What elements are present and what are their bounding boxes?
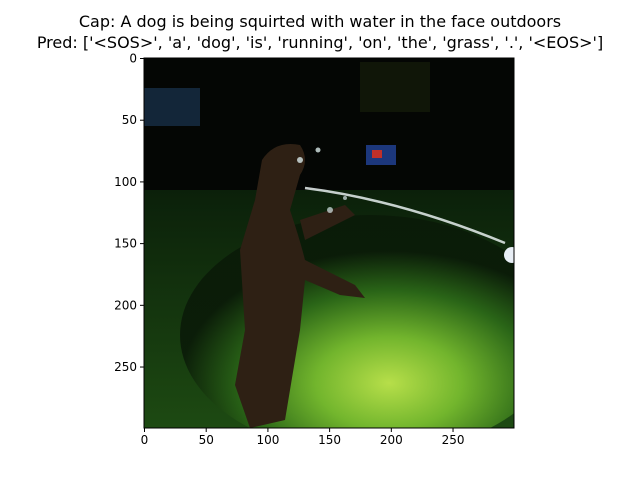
x-tick-label: 100	[256, 433, 279, 447]
x-tick-label: 200	[380, 433, 403, 447]
y-tick-label: 100	[114, 175, 137, 189]
x-tick-label: 0	[141, 433, 149, 447]
y-tick-label: 250	[114, 360, 137, 374]
y-tick-label: 200	[114, 298, 137, 312]
y-tick-label: 50	[122, 113, 137, 127]
x-tick-label: 250	[442, 433, 465, 447]
x-tick-label: 50	[199, 433, 214, 447]
y-axis: 0 50 100 150 200 250	[114, 52, 144, 374]
axes-frame	[143, 57, 515, 429]
photo	[144, 58, 514, 428]
x-axis: 0 50 100 150 200 250	[141, 428, 465, 447]
prediction-title: Pred: ['<SOS>', 'a', 'dog', 'is', 'runni…	[36, 33, 604, 52]
y-tick-label: 0	[129, 52, 137, 66]
y-tick-label: 150	[114, 237, 137, 251]
caption-title: Cap: A dog is being squirted with water …	[78, 12, 562, 31]
x-tick-label: 150	[318, 433, 341, 447]
